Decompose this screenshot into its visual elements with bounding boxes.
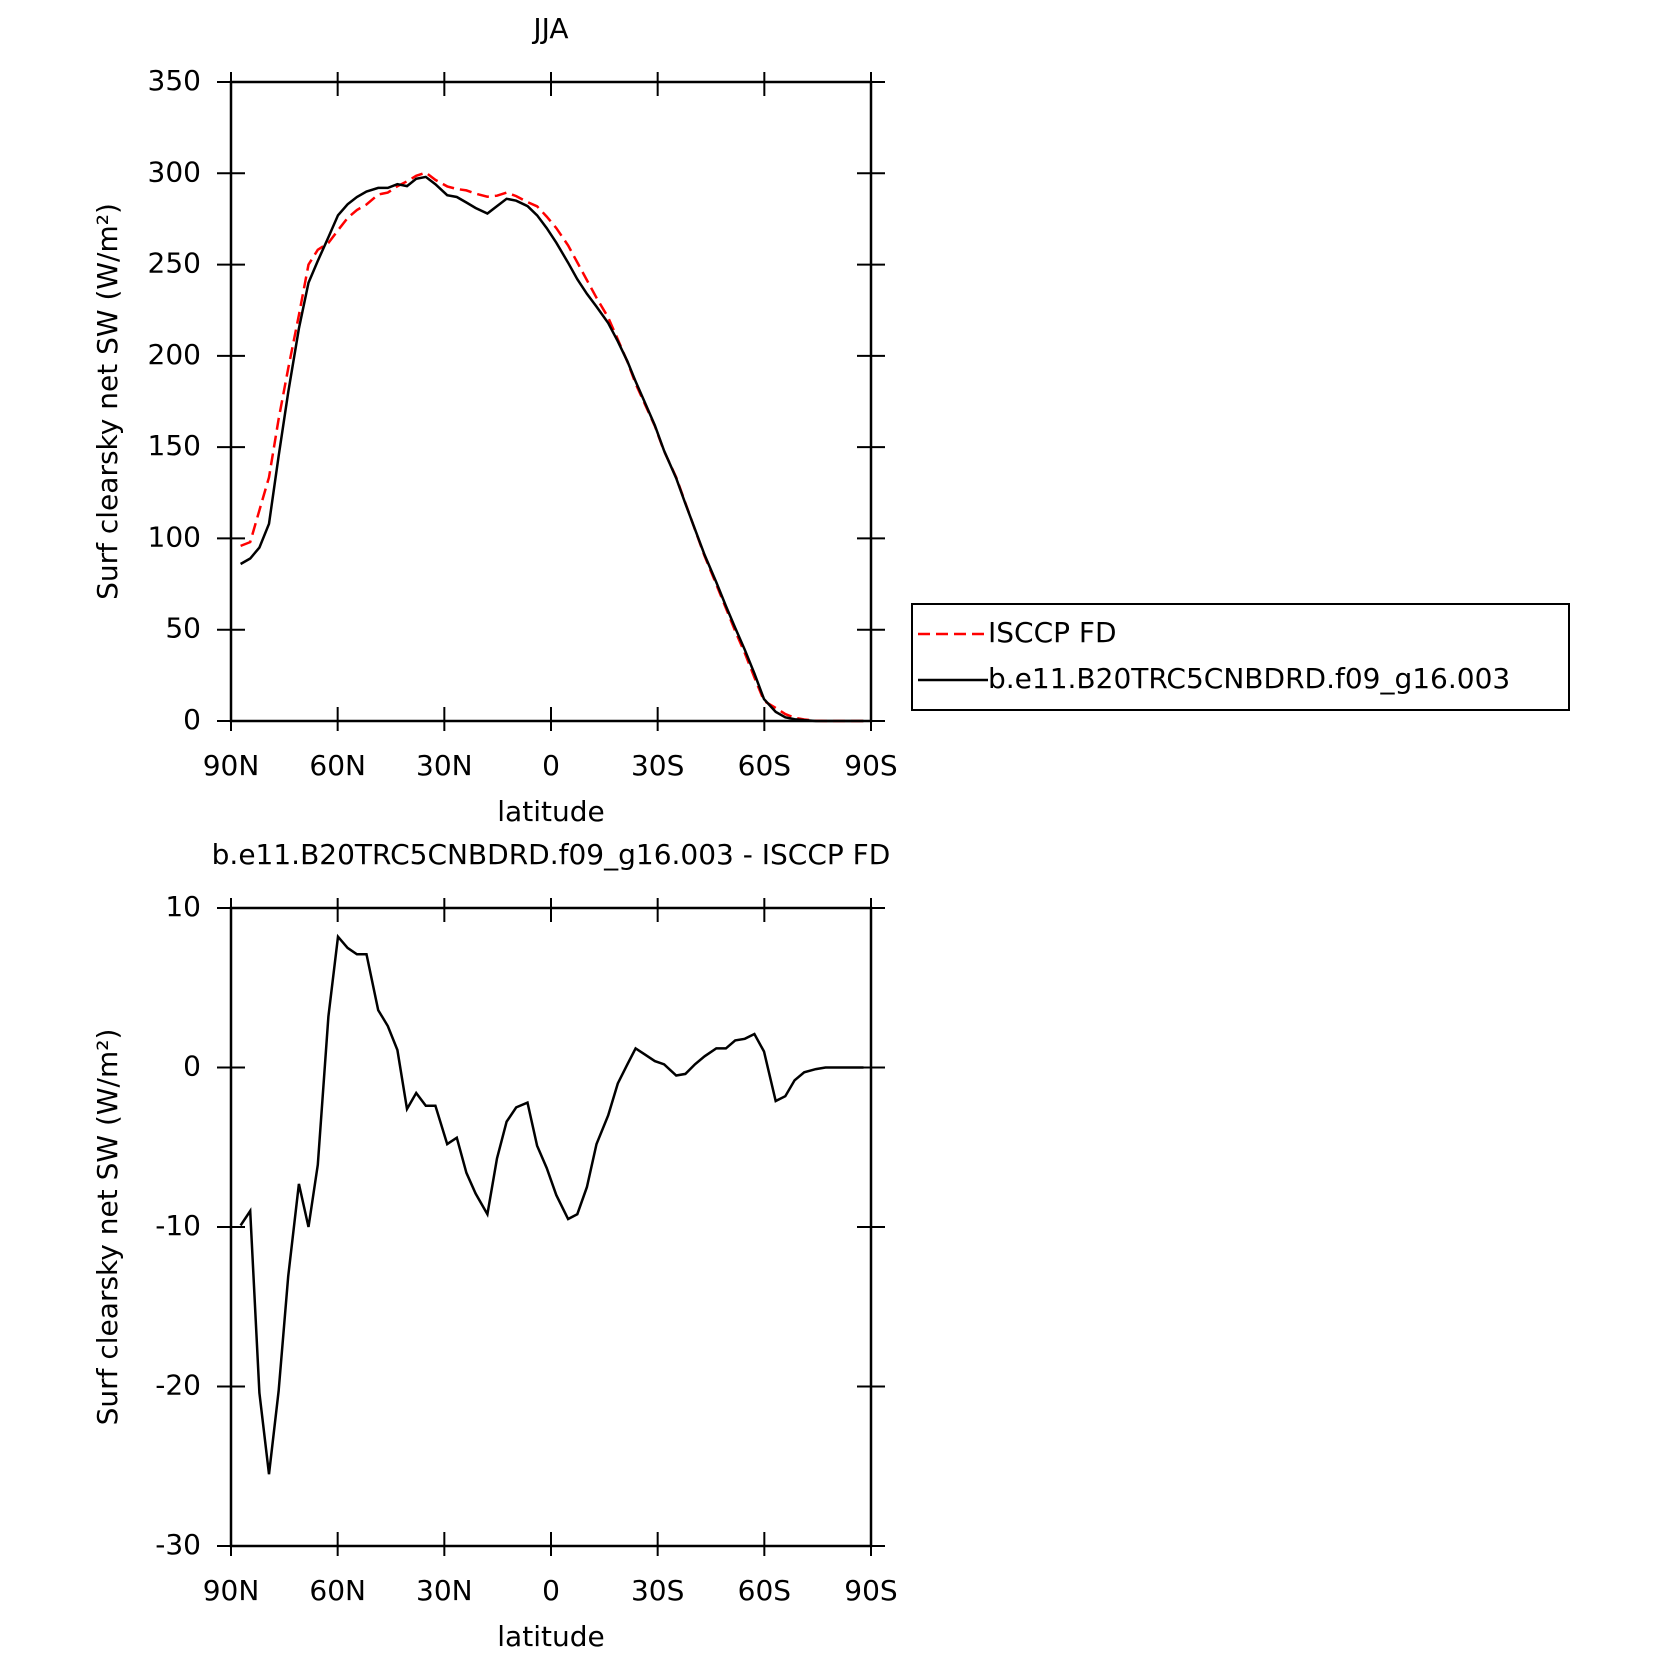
x-tick-label: 30S: [631, 749, 684, 782]
legend-label: ISCCP FD: [988, 616, 1117, 649]
x-tick-label: 30N: [416, 1574, 473, 1607]
y-tick-label: -10: [155, 1209, 201, 1242]
x-tick-label: 90S: [844, 749, 897, 782]
x-tick-label: 60S: [738, 749, 791, 782]
plot-frame: [229, 906, 873, 1548]
data-line: [239, 933, 864, 1475]
legend-label: b.e11.B20TRC5CNBDRD.f09_g16.003: [988, 662, 1510, 695]
x-tick-label: 90N: [203, 1574, 260, 1607]
y-tick-label: 50: [165, 612, 201, 645]
y-tick-label: 100: [148, 520, 201, 553]
y-axis-label: Surf clearsky net SW (W/m²): [91, 1029, 124, 1426]
x-axis-label: latitude: [497, 795, 604, 828]
y-tick-label: 250: [148, 247, 201, 280]
y-tick-label: 10: [165, 890, 201, 923]
y-axis-label: Surf clearsky net SW (W/m²): [91, 203, 124, 600]
x-tick-label: 30S: [631, 1574, 684, 1607]
x-tick-label: 60N: [309, 1574, 366, 1607]
x-tick-label: 0: [542, 1574, 560, 1607]
y-tick-label: 0: [183, 703, 201, 736]
x-tick-label: 60N: [309, 749, 366, 782]
x-tick-label: 0: [542, 749, 560, 782]
chart-title: b.e11.B20TRC5CNBDRD.f09_g16.003 - ISCCP …: [212, 838, 891, 871]
y-tick-label: 300: [148, 155, 201, 188]
y-tick-label: 200: [148, 338, 201, 371]
x-tick-label: 60S: [738, 1574, 791, 1607]
x-tick-label: 30N: [416, 749, 473, 782]
plot-frame: [229, 80, 873, 723]
chart-title: JJA: [531, 12, 568, 45]
y-tick-label: 150: [148, 429, 201, 462]
x-tick-label: 90S: [844, 1574, 897, 1607]
x-axis-label: latitude: [497, 1620, 604, 1653]
x-tick-label: 90N: [203, 749, 260, 782]
y-tick-label: 0: [183, 1050, 201, 1083]
y-tick-label: 350: [148, 64, 201, 97]
y-tick-label: -20: [155, 1369, 201, 1402]
data-line: [239, 175, 864, 723]
y-tick-label: -30: [155, 1528, 201, 1561]
data-line: [240, 171, 864, 723]
legend-box: [911, 603, 1570, 711]
